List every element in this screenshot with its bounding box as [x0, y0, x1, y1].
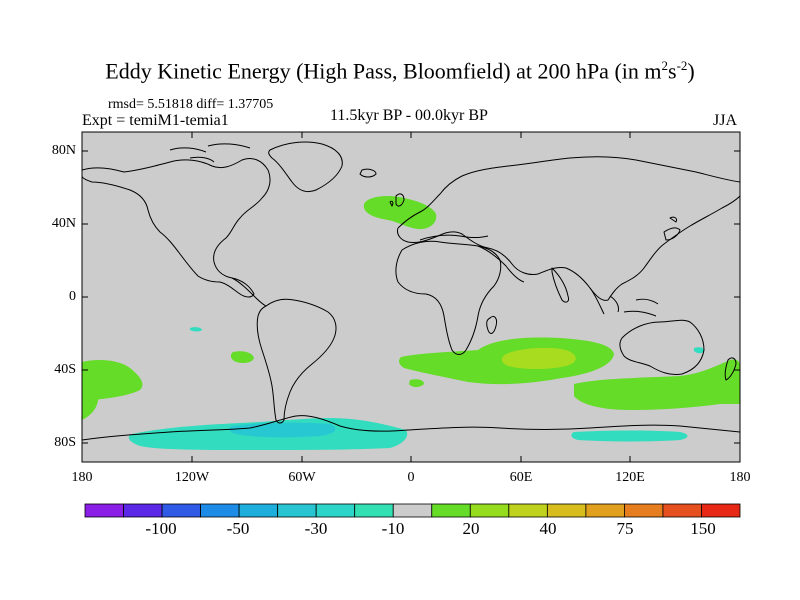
coast-south-america	[256, 298, 337, 424]
coast-arctic-islands	[169, 143, 251, 163]
colorbar-swatch	[277, 503, 317, 518]
coast-africa	[395, 240, 502, 355]
lon-label-120e: 120E	[615, 470, 645, 485]
coast-india	[551, 267, 569, 303]
anomaly-southern-ocean-small	[230, 351, 254, 363]
colorbar	[84, 503, 741, 518]
lon-label-180-east: 180	[729, 470, 751, 485]
rmsd-stats: rmsd= 5.51818 diff= 1.37705	[108, 97, 274, 112]
colorbar-swatch	[238, 503, 279, 518]
anomaly-southern-pacific-dot	[190, 327, 202, 332]
lon-label-180-west: 180	[71, 470, 93, 485]
coast-mediterranean	[419, 234, 489, 241]
coast-arabia	[477, 245, 525, 283]
colorbar-swatch	[84, 503, 124, 518]
coast-new-zealand	[724, 357, 737, 381]
map-panel	[82, 132, 740, 462]
colorbar-label: 75	[616, 519, 634, 538]
map-background	[82, 132, 740, 462]
colorbar-swatch	[315, 503, 356, 518]
lon-label-0: 0	[407, 470, 415, 485]
lat-label-40n: 40N	[51, 216, 76, 231]
lat-label-40s: 40S	[54, 362, 76, 377]
anomaly-south-atlantic-small	[409, 379, 424, 387]
anomaly-core-positive	[501, 347, 576, 369]
colorbar-swatch	[662, 503, 702, 518]
coastlines	[82, 141, 740, 441]
colorbar-swatch	[469, 503, 510, 518]
anomaly-antarctic-east	[571, 430, 688, 442]
coast-uk	[389, 193, 405, 207]
season-label: JJA	[713, 112, 738, 129]
colorbar-swatch	[161, 503, 201, 518]
colorbar-label: 150	[690, 519, 716, 538]
period-label: 11.5kyr BP - 00.0kyr BP	[330, 107, 488, 124]
colorbar-swatch	[354, 503, 394, 518]
colorbar-swatch	[546, 503, 587, 518]
latitude-ticks	[82, 150, 740, 444]
coast-australia	[619, 319, 705, 375]
lon-label-60e: 60E	[509, 470, 533, 485]
anomaly-north-atlantic	[363, 196, 437, 230]
lat-label-0: 0	[69, 289, 76, 304]
coast-central-america	[231, 277, 267, 307]
anomaly-south-indian-east	[574, 359, 740, 410]
colorbar-label: 40	[539, 519, 557, 538]
colorbar-swatch	[585, 503, 625, 518]
colorbar-swatch	[431, 503, 471, 518]
colorbar-label: 20	[462, 519, 480, 538]
anomaly-new-zealand	[694, 347, 705, 354]
colorbar-swatch	[508, 503, 548, 518]
colorbar-label: -30	[304, 519, 328, 538]
coast-greenland	[268, 141, 343, 193]
colorbar-label: -100	[145, 519, 177, 538]
lon-label-60w: 60W	[288, 470, 316, 485]
experiment-label: Expt = temiM1-temia1	[82, 112, 229, 129]
coast-iceland	[359, 168, 377, 178]
colorbar-swatch	[624, 503, 664, 518]
lon-label-120w: 120W	[174, 470, 210, 485]
anomaly-south-pacific-east	[82, 366, 99, 420]
longitude-ticks	[191, 132, 631, 462]
colorbar-swatch	[123, 503, 163, 518]
coast-southeast-asia	[589, 287, 659, 317]
coast-japan	[663, 216, 681, 241]
colorbar-swatch	[701, 503, 741, 518]
plot-title: Eddy Kinetic Energy (High Pass, Bloomfie…	[105, 58, 695, 84]
lat-label-80n: 80N	[51, 143, 76, 158]
coast-madagascar	[486, 315, 497, 334]
colorbar-swatch	[392, 503, 433, 518]
coast-europe-asia	[397, 156, 740, 301]
coast-antarctica	[82, 415, 740, 441]
colorbar-label: -50	[226, 519, 250, 538]
colorbar-swatch	[200, 503, 240, 518]
colorbar-label: -10	[381, 519, 405, 538]
anomaly-core-negative	[229, 422, 336, 438]
lat-label-80s: 80S	[54, 435, 76, 450]
